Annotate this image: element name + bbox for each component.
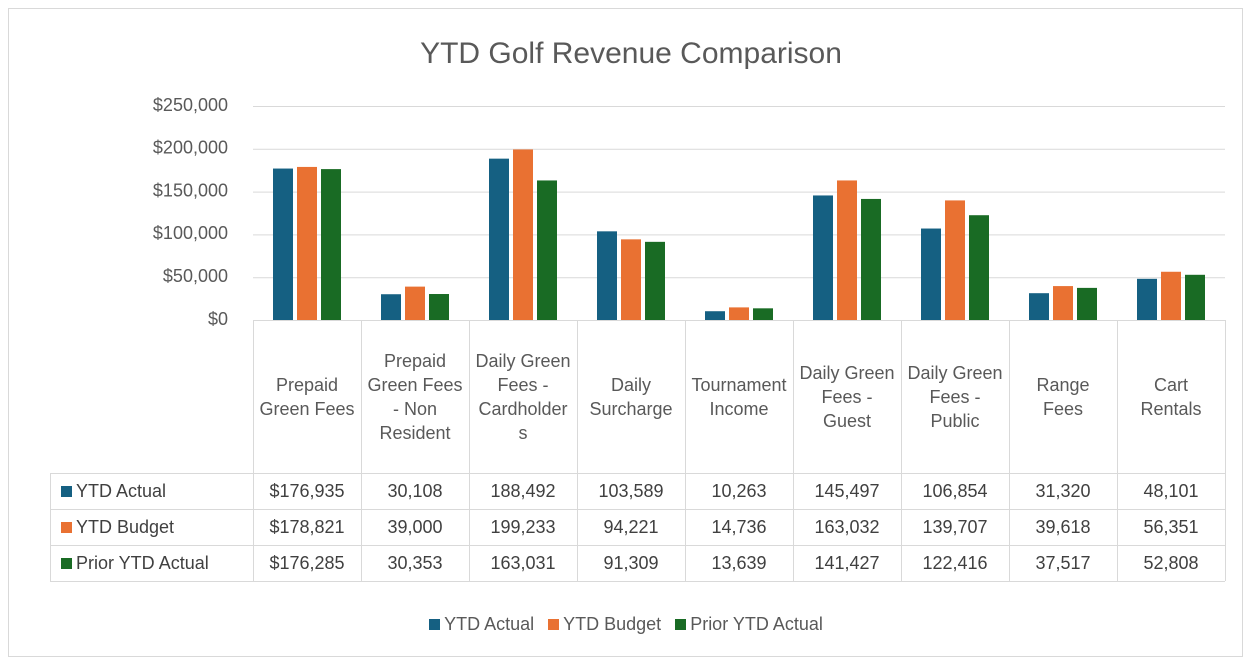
table-value: 94,221 xyxy=(603,516,659,537)
bar xyxy=(645,241,665,320)
table-value: 37,517 xyxy=(1035,552,1091,573)
table-value: 188,492 xyxy=(490,480,556,501)
bar xyxy=(753,308,773,320)
table-value: 31,320 xyxy=(1035,480,1091,501)
legend: YTD Actual YTD Budget Prior YTD Actual xyxy=(0,610,1252,638)
table-value: 103,589 xyxy=(598,480,664,501)
table-value: 145,497 xyxy=(814,480,880,501)
bar xyxy=(429,294,449,320)
legend-label: YTD Actual xyxy=(444,613,535,634)
table-value: 14,736 xyxy=(711,516,767,537)
y-tick-label: $150,000 xyxy=(153,180,228,200)
bar xyxy=(729,307,749,320)
category-label: Range Fees xyxy=(1036,374,1090,419)
table-value: 141,427 xyxy=(814,552,880,573)
legend-label: YTD Budget xyxy=(563,613,662,634)
table-value: 122,416 xyxy=(922,552,988,573)
table-value: 139,707 xyxy=(922,516,988,537)
table-key xyxy=(61,557,72,569)
table-value: 13,639 xyxy=(711,552,767,573)
series-name: YTD Budget xyxy=(76,516,175,537)
table-value: 48,101 xyxy=(1143,480,1199,501)
bar xyxy=(813,195,833,320)
table-value: 39,000 xyxy=(387,516,443,537)
category-label: Daily Green Fees - Public xyxy=(907,362,1003,431)
table-value: 39,618 xyxy=(1035,516,1091,537)
bar xyxy=(381,294,401,320)
table-value: 56,351 xyxy=(1143,516,1199,537)
category-label: Prepaid Green Fees xyxy=(259,374,355,419)
bar xyxy=(1161,271,1181,320)
y-tick-label: $0 xyxy=(208,309,228,329)
legend-key xyxy=(548,618,560,630)
category-label: Daily Green Fees - Guest xyxy=(799,362,895,431)
table-value: 163,031 xyxy=(490,552,556,573)
table-value: 30,108 xyxy=(387,480,443,501)
bar xyxy=(1185,274,1205,320)
bar xyxy=(537,180,557,320)
bar xyxy=(1077,287,1097,320)
table-value: 30,353 xyxy=(387,552,443,573)
y-tick-label: $200,000 xyxy=(153,138,228,158)
table-value: 10,263 xyxy=(711,480,767,501)
table-row-name: YTD Budget xyxy=(50,509,253,545)
bar xyxy=(321,169,341,320)
bar xyxy=(1137,278,1157,320)
table-value: 163,032 xyxy=(814,516,880,537)
category-label: Daily Green Fees - Cardholders xyxy=(475,350,571,443)
legend-item: YTD Actual xyxy=(429,614,534,635)
bar xyxy=(621,239,641,320)
table-value: 106,854 xyxy=(922,480,988,501)
legend-key xyxy=(429,618,441,630)
category-label: Cart Rentals xyxy=(1140,374,1202,419)
bar xyxy=(1029,293,1049,320)
bar xyxy=(1053,286,1073,320)
bar xyxy=(513,149,533,320)
legend-item: YTD Budget xyxy=(548,614,661,635)
table-value: $176,935 xyxy=(269,480,345,501)
bar xyxy=(597,231,617,320)
table-key xyxy=(61,521,72,533)
bar xyxy=(705,311,725,320)
category-label: Tournament Income xyxy=(691,374,787,419)
series-name: YTD Actual xyxy=(76,480,167,501)
legend-label: Prior YTD Actual xyxy=(690,613,823,634)
bar xyxy=(489,158,509,320)
table-value: 91,309 xyxy=(603,552,659,573)
bar xyxy=(921,228,941,320)
table-row-name: Prior YTD Actual xyxy=(50,545,253,581)
y-tick-label: $100,000 xyxy=(153,223,228,243)
category-label: Prepaid Green Fees - Non Resident xyxy=(367,350,463,443)
bar xyxy=(405,286,425,320)
bar xyxy=(297,166,317,320)
legend-key xyxy=(675,618,687,630)
category-label: Daily Surcharge xyxy=(589,374,673,419)
table-key xyxy=(61,485,72,497)
series-name: Prior YTD Actual xyxy=(76,552,209,573)
table-value: $178,821 xyxy=(269,516,345,537)
y-tick-label: $250,000 xyxy=(153,95,228,115)
table-value: $176,285 xyxy=(269,552,345,573)
bar xyxy=(861,198,881,320)
chart-title: YTD Golf Revenue Comparison xyxy=(420,37,842,70)
bar xyxy=(945,200,965,320)
table-value: 52,808 xyxy=(1143,552,1199,573)
y-tick-label: $50,000 xyxy=(163,266,228,286)
table-value: 199,233 xyxy=(490,516,556,537)
legend-item: Prior YTD Actual xyxy=(675,614,823,635)
table-row-name: YTD Actual xyxy=(50,473,253,509)
chart-border xyxy=(8,8,1243,657)
bar xyxy=(969,215,989,320)
bar xyxy=(273,168,293,320)
bar xyxy=(837,180,857,320)
